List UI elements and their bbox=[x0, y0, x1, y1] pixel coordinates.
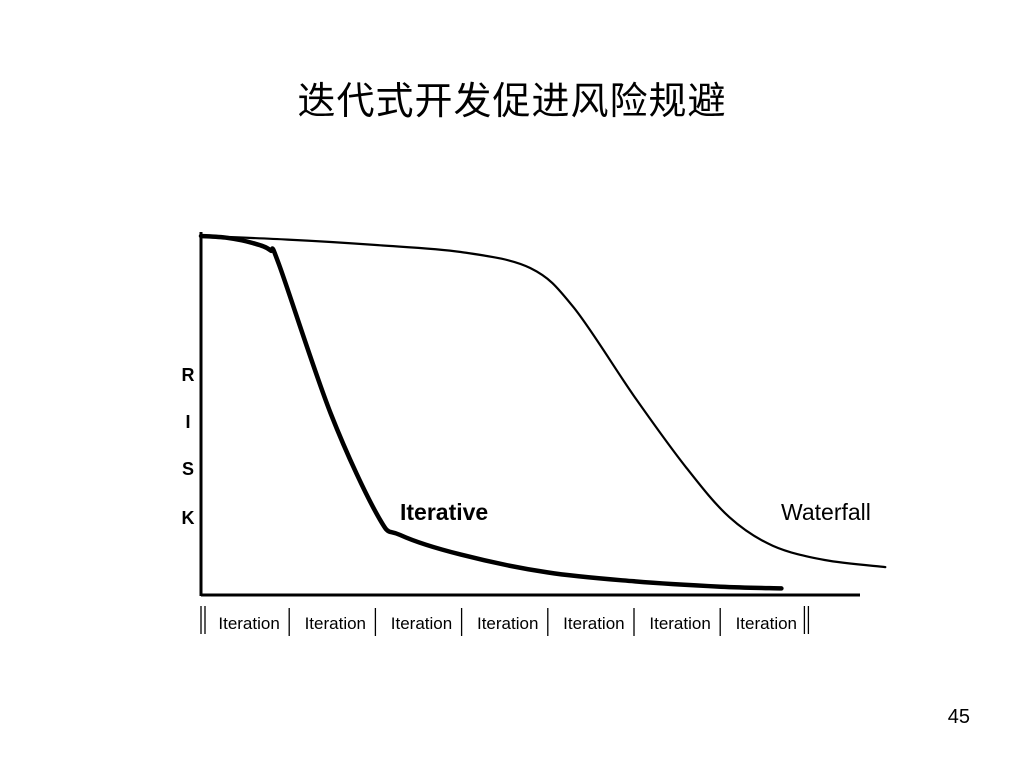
series-label-waterfall: Waterfall bbox=[781, 499, 871, 525]
page-number: 45 bbox=[947, 706, 970, 728]
x-tick-label-iteration-4: Iteration bbox=[477, 614, 538, 633]
x-tick-label-iteration-6: Iteration bbox=[649, 614, 710, 633]
x-tick-label-iteration-7: Iteration bbox=[736, 614, 797, 633]
x-tick-label-iteration-3: Iteration bbox=[391, 614, 452, 633]
slide-title: 迭代式开发促进风险规避 bbox=[297, 79, 727, 123]
series-line-iterative bbox=[198, 233, 784, 591]
series-line-waterfall bbox=[199, 234, 887, 569]
x-tick-label-iteration-1: Iteration bbox=[218, 614, 279, 633]
y-axis-label-letter: K bbox=[182, 508, 195, 528]
y-axis-label-letter: I bbox=[185, 412, 190, 432]
x-tick-label-iteration-5: Iteration bbox=[563, 614, 624, 633]
series-label-iterative: Iterative bbox=[400, 499, 488, 525]
y-axis-label-letter: R bbox=[182, 365, 195, 385]
y-axis-label-letter: S bbox=[182, 459, 194, 479]
x-tick-label-iteration-2: Iteration bbox=[305, 614, 366, 633]
